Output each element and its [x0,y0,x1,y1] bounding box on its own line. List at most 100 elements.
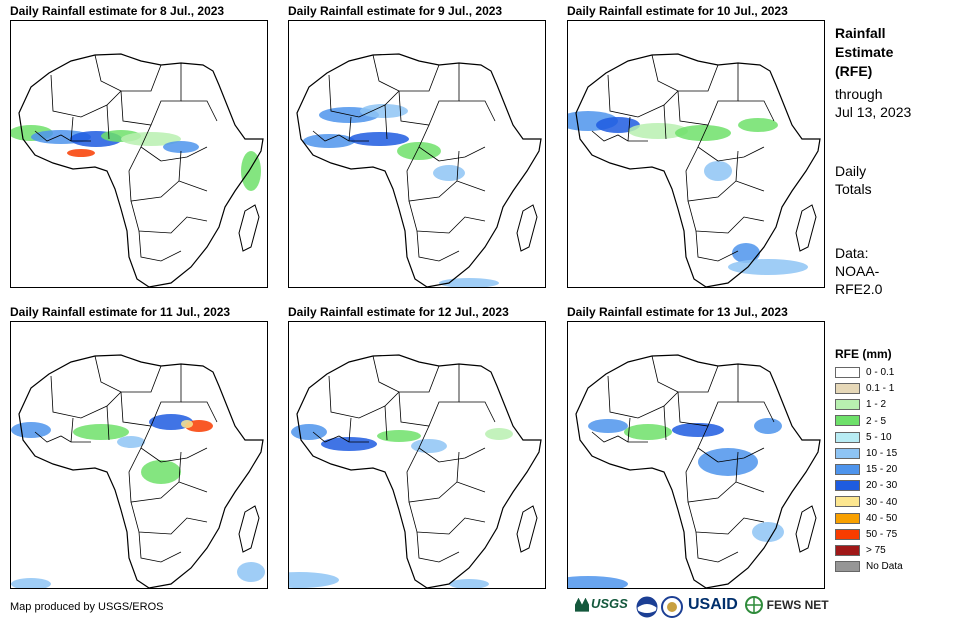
rainfall-area [321,437,377,451]
legend-item: 1 - 2 [835,398,886,411]
map-frame [288,20,546,288]
coastline [296,53,542,287]
madagascar-outline [238,505,260,553]
legend-swatch [835,464,860,476]
rainfall-area [485,428,513,440]
side-through: through [835,86,883,102]
rainfall-area [628,123,688,139]
rainfall-area [698,448,758,476]
legend-label: 2 - 5 [866,415,887,427]
rainfall-area [568,576,628,588]
side-date: Jul 13, 2023 [835,104,912,120]
side-data-1: Data: [835,245,869,261]
legend-label: 50 - 75 [866,529,898,540]
legend-swatch [835,512,860,524]
fews-logo-text: FEWS NET [766,598,829,612]
rainfall-area [433,165,465,181]
rainfall-area [449,579,489,588]
madagascar-outline [238,204,260,252]
country-border [591,130,648,142]
legend-swatch [835,496,860,508]
legend-swatch [835,528,860,540]
country-border [34,431,91,443]
usgs-logo-text: USGS [591,596,628,611]
africa-map [296,53,542,287]
legend-title: RFE (mm) [835,347,892,361]
panel-title: Daily Rainfall estimate for 9 Jul., 2023 [288,4,503,18]
legend-label: 5 - 10 [866,431,892,443]
madagascar-outline [516,505,538,553]
rainfall-area [704,161,732,181]
legend-label: 1 - 2 [866,399,887,411]
country-border [120,63,182,126]
country-border [50,74,122,118]
country-border [695,531,739,563]
side-title-3: (RFE) [835,63,873,79]
legend-swatch [835,399,860,411]
country-border [181,401,218,423]
legend-item: 2 - 5 [835,415,886,428]
map-frame [288,321,546,589]
country-border [130,501,208,535]
fews-logo: FEWS NET [745,596,829,618]
coastline [575,53,821,287]
rainfall-area [241,151,261,191]
legend-item: 50 - 75 [835,528,897,541]
panel-title: Daily Rainfall estimate for 11 Jul., 202… [10,305,231,319]
africa-map [11,53,264,287]
legend-swatch [835,415,860,427]
country-border [312,431,369,443]
side-data-2: NOAA- [835,263,880,279]
rainfall-area [11,422,51,438]
country-border [607,375,679,419]
legend-label: > 75 [866,545,886,557]
country-border [738,100,775,122]
rainfall-area [73,424,129,440]
side-title-2: Estimate [835,44,894,60]
legend-swatch [835,366,860,378]
map-frame [10,321,268,589]
country-border [408,200,486,234]
side-totals-1: Daily [835,163,867,179]
rainfall-area [728,259,808,275]
rainfall-area [121,132,181,146]
side-title-1: Rainfall [835,25,886,41]
country-border [687,200,765,234]
country-border [120,364,182,427]
country-border [94,54,162,92]
country-border [130,200,208,234]
country-border [738,401,775,423]
legend-label: 20 - 30 [866,480,898,492]
rainfall-area [738,118,778,132]
usaid-logo-text: USAID [688,596,738,613]
panel-title: Daily Rainfall estimate for 8 Jul., 2023 [10,4,225,18]
panel-title: Daily Rainfall estimate for 13 Jul., 202… [567,305,788,319]
country-border [695,230,739,262]
country-border [607,74,679,118]
country-border [50,375,122,419]
madagascar-outline [516,204,538,252]
country-border [677,364,739,427]
rainfall-area [624,424,672,440]
legend-item: 10 - 15 [835,447,897,460]
country-border [459,401,496,423]
side-totals-2: Totals [835,181,872,197]
rainfall-area [303,134,355,148]
country-border [328,375,400,419]
country-border [406,447,458,503]
legend-label: No Data [866,561,903,573]
rainfall-area [439,278,499,287]
rainfall-area [349,132,409,146]
madagascar-outline [795,204,817,252]
country-border [651,54,719,92]
country-border [128,146,180,202]
country-border [138,531,182,563]
africa-map [11,354,265,588]
country-border [328,74,400,118]
usaid-logo: USAID [688,596,738,618]
country-border [398,364,460,427]
coastline [575,354,821,588]
africa-map [289,354,542,588]
rainfall-area [588,419,628,433]
country-border [591,431,648,443]
